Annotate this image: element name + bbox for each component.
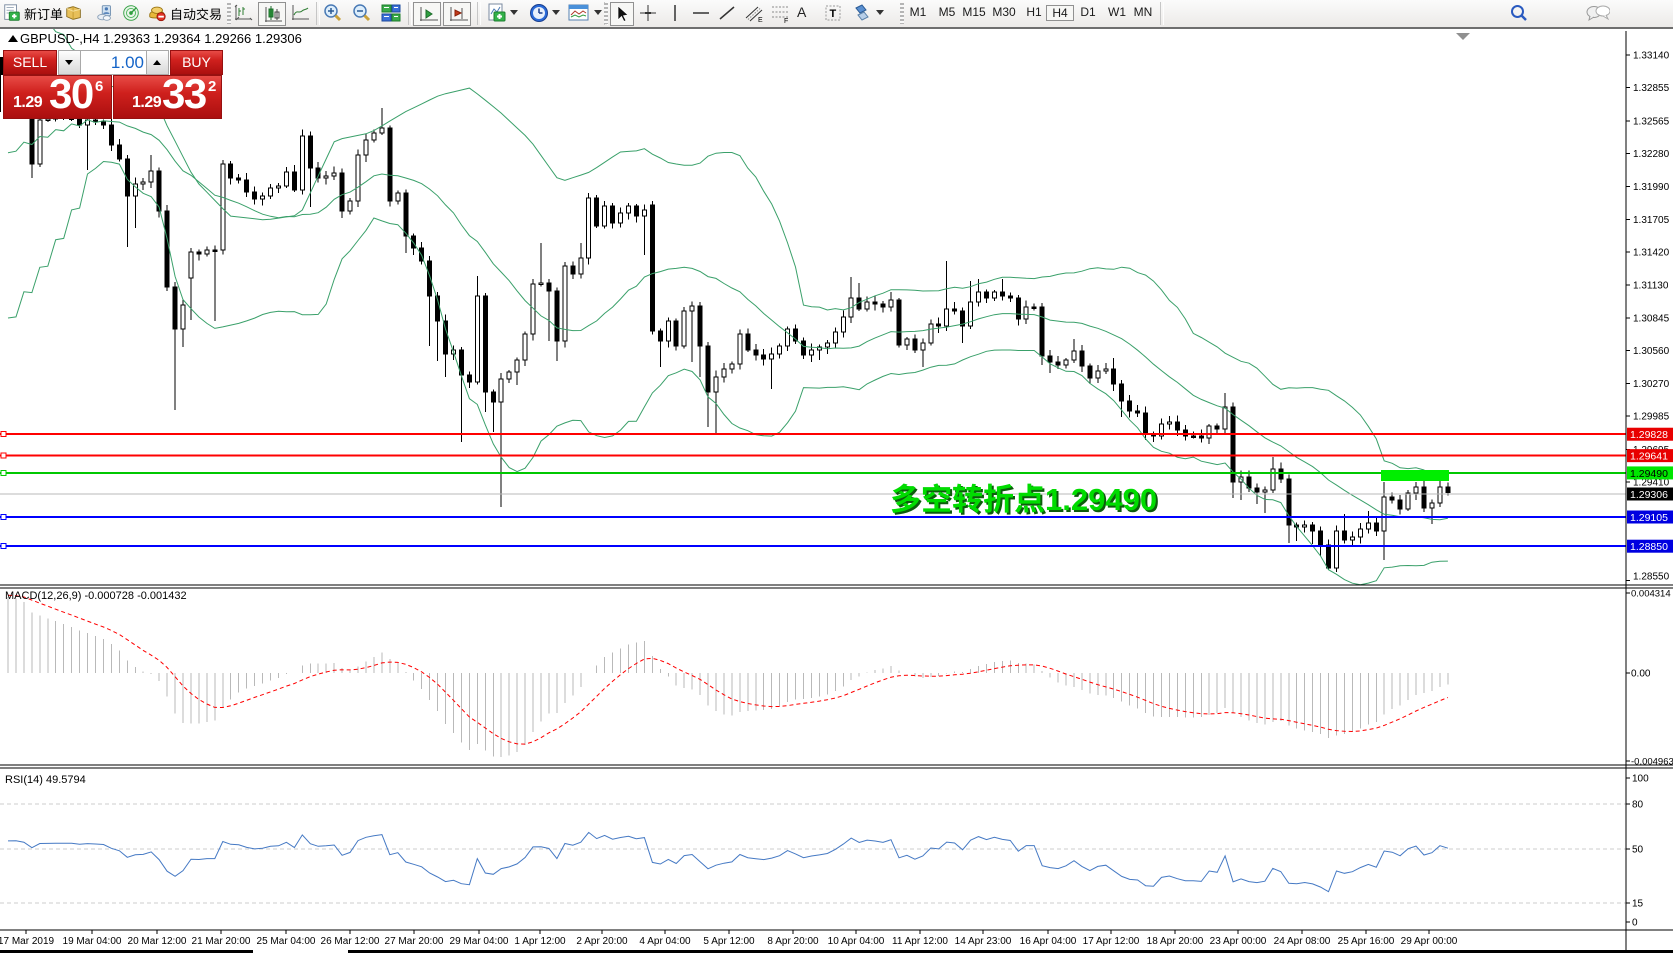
svg-text:T: T <box>830 8 837 20</box>
svg-text:GBPUSD-,H4 1.29363 1.29364 1.: GBPUSD-,H4 1.29363 1.29364 1.29266 1.293… <box>20 31 302 46</box>
svg-text:E: E <box>758 17 763 24</box>
svg-text:1.29306: 1.29306 <box>1630 489 1668 501</box>
svg-text:80: 80 <box>1632 800 1644 811</box>
svg-text:1.32565: 1.32565 <box>1633 116 1670 127</box>
svg-text:25 Mar 04:00: 25 Mar 04:00 <box>257 936 316 947</box>
svg-text:20 Mar 12:00: 20 Mar 12:00 <box>128 936 187 947</box>
svg-text:11 Apr 12:00: 11 Apr 12:00 <box>892 936 948 947</box>
svg-text:29 Apr 00:00: 29 Apr 00:00 <box>1401 936 1458 947</box>
svg-text:26 Mar 12:00: 26 Mar 12:00 <box>321 936 380 947</box>
svg-text:1.33140: 1.33140 <box>1633 51 1670 62</box>
svg-text:24 Apr 08:00: 24 Apr 08:00 <box>1274 936 1331 947</box>
svg-text:18 Apr 20:00: 18 Apr 20:00 <box>1147 936 1204 947</box>
svg-text:27 Mar 20:00: 27 Mar 20:00 <box>385 936 444 947</box>
svg-text:5 Apr 12:00: 5 Apr 12:00 <box>703 936 755 947</box>
svg-text:23 Apr 00:00: 23 Apr 00:00 <box>1210 936 1267 947</box>
svg-text:29 Mar 04:00: 29 Mar 04:00 <box>450 936 509 947</box>
svg-text:1.30270: 1.30270 <box>1633 379 1670 390</box>
svg-text:1.31705: 1.31705 <box>1633 215 1670 226</box>
svg-text:1.32855: 1.32855 <box>1633 83 1670 94</box>
svg-text:1.29490: 1.29490 <box>1045 482 1157 517</box>
svg-text:1.31990: 1.31990 <box>1633 182 1670 193</box>
svg-text:1.29985: 1.29985 <box>1633 412 1670 423</box>
svg-text:F: F <box>784 18 788 24</box>
svg-text:8 Apr 20:00: 8 Apr 20:00 <box>767 936 819 947</box>
svg-text:17 Mar 2019: 17 Mar 2019 <box>0 936 55 947</box>
svg-text:19 Mar 04:00: 19 Mar 04:00 <box>63 936 122 947</box>
svg-text:15: 15 <box>1632 899 1644 910</box>
svg-text:1.30845: 1.30845 <box>1633 313 1670 324</box>
svg-text:MACD(12,26,9) -0.000728 -0.001: MACD(12,26,9) -0.000728 -0.001432 <box>5 590 187 602</box>
svg-text:-0.004963: -0.004963 <box>1631 757 1673 768</box>
svg-text:1.31420: 1.31420 <box>1633 247 1670 258</box>
svg-text:100: 100 <box>1632 774 1649 785</box>
svg-text:1.29410: 1.29410 <box>1633 478 1670 489</box>
svg-text:1.28550: 1.28550 <box>1633 572 1670 583</box>
svg-text:1.31130: 1.31130 <box>1633 281 1669 292</box>
svg-text:1.29490: 1.29490 <box>1630 468 1668 480</box>
svg-text:0.004314: 0.004314 <box>1631 589 1671 600</box>
svg-text:2 Apr 20:00: 2 Apr 20:00 <box>576 936 628 947</box>
svg-text:1 Apr 12:00: 1 Apr 12:00 <box>514 936 566 947</box>
svg-text:1.30560: 1.30560 <box>1633 346 1670 357</box>
svg-text:0.00: 0.00 <box>1631 669 1651 680</box>
svg-text:25 Apr 16:00: 25 Apr 16:00 <box>1338 936 1395 947</box>
svg-text:1.29641: 1.29641 <box>1630 451 1668 463</box>
svg-text:14 Apr 23:00: 14 Apr 23:00 <box>955 936 1012 947</box>
svg-text:1.32280: 1.32280 <box>1633 149 1670 160</box>
svg-text:RSI(14) 49.5794: RSI(14) 49.5794 <box>5 774 86 786</box>
svg-text:1.29828: 1.29828 <box>1630 429 1668 441</box>
svg-text:0: 0 <box>1632 918 1638 929</box>
svg-text:10 Apr 04:00: 10 Apr 04:00 <box>828 936 885 947</box>
svg-text:17 Apr 12:00: 17 Apr 12:00 <box>1083 936 1140 947</box>
svg-text:1.29490: 1.29490 <box>1047 484 1159 519</box>
svg-text:50: 50 <box>1632 845 1644 856</box>
svg-text:21 Mar 20:00: 21 Mar 20:00 <box>192 936 251 947</box>
svg-text:1.29105: 1.29105 <box>1630 512 1668 524</box>
svg-text:4 Apr 04:00: 4 Apr 04:00 <box>639 936 691 947</box>
svg-text:16 Apr 04:00: 16 Apr 04:00 <box>1020 936 1077 947</box>
svg-text:1.28850: 1.28850 <box>1630 541 1668 553</box>
